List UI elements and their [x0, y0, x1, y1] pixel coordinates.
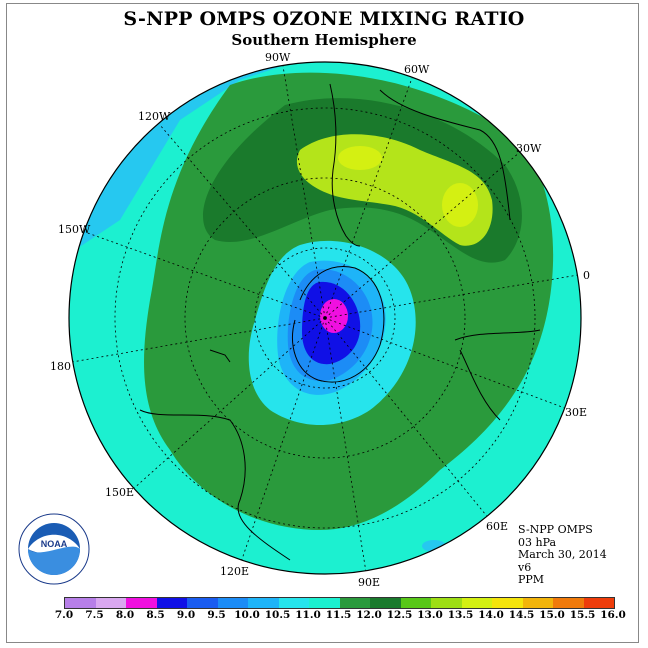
info-block: S-NPP OMPS 03 hPa March 30, 2014 v6 PPM	[518, 523, 607, 587]
logo-text: NOAA	[41, 539, 68, 549]
colorbar-tick-label: 9.5	[207, 609, 226, 621]
colorbar-tick-label: 11.0	[295, 609, 321, 621]
label-60e: 60E	[486, 520, 508, 533]
meridian-60e	[324, 317, 491, 521]
colorbar-swatch	[187, 598, 218, 608]
colorbar-tick-label: 16.0	[600, 609, 626, 621]
colorbar-swatch	[278, 598, 309, 608]
colorbar-swatch	[400, 598, 431, 608]
colorbar-tick-label: 7.0	[54, 609, 74, 621]
colorbar-ticks: 7.0 7.5 8.0 8.5 9.0 9.5 10.0 10.5 11.0 11.5 12.0 12…	[50, 609, 626, 623]
latitude-circle-inner	[254, 247, 396, 389]
africa-coast	[454, 329, 541, 421]
colorbar-tick-label: 8.5	[146, 609, 165, 621]
label-180: 180	[50, 360, 71, 373]
colorbar-swatch	[431, 598, 462, 608]
south-america-east-coast	[379, 89, 511, 221]
map-subtitle: Southern Hemisphere	[231, 31, 417, 49]
antarctica-coast	[292, 266, 385, 383]
colorbar-tick-label: 9.0	[176, 609, 196, 621]
colorbar	[64, 597, 615, 609]
label-30w: 30W	[516, 142, 542, 155]
label-150e: 150E	[105, 486, 134, 499]
colorbar-swatch	[126, 598, 157, 608]
meridian-150e	[131, 317, 326, 491]
colorbar-tick-label: 13.0	[417, 609, 443, 621]
meridian-120w	[159, 124, 326, 319]
meridian-120e	[239, 317, 326, 566]
colorbar-tick-label: 15.5	[569, 609, 596, 621]
label-60w: 60W	[404, 63, 430, 76]
colorbar-swatch	[553, 598, 584, 608]
coastlines	[139, 83, 541, 561]
colorbar-swatch	[217, 598, 248, 608]
logo-wave	[28, 546, 80, 575]
colorbar-swatch	[461, 598, 492, 608]
colorbar-swatch	[248, 598, 279, 608]
label-150w: 150W	[58, 223, 91, 236]
label-120e: 120E	[220, 565, 249, 578]
new-zealand-coast	[209, 349, 231, 363]
label-120w: 120W	[138, 110, 171, 123]
meridian-30e	[324, 317, 571, 411]
colorbar-swatch	[370, 598, 401, 608]
colorbar-swatch	[522, 598, 553, 608]
colorbar-tick-label: 13.5	[447, 609, 474, 621]
colorbar-tick-label: 12.0	[356, 609, 382, 621]
colorbar-tick-label: 8.0	[115, 609, 135, 621]
colorbar-swatch	[492, 598, 523, 608]
info-instrument: S-NPP OMPS	[518, 523, 593, 536]
colorbar-swatch	[583, 598, 614, 608]
info-units: PPM	[518, 573, 545, 586]
colorbar-tick-label: 10.0	[234, 609, 260, 621]
colorbar-swatch	[65, 598, 96, 608]
label-30e: 30E	[565, 406, 587, 419]
colorbar-tick-label: 14.5	[508, 609, 535, 621]
colorbar-tick-label: 11.5	[325, 609, 352, 621]
south-america-coast	[329, 83, 361, 247]
colorbar-tick-label: 12.5	[386, 609, 413, 621]
latitude-circle-mid	[184, 177, 466, 459]
australia-coast	[139, 409, 291, 561]
latitude-circle-outer	[114, 107, 536, 529]
map-boundary	[68, 61, 582, 575]
label-0: 0	[583, 269, 590, 282]
noaa-logo: NOAA	[18, 513, 90, 585]
colorbar-swatch	[309, 598, 340, 608]
map-title: S-NPP OMPS OZONE MIXING RATIO	[123, 8, 525, 30]
colorbar-swatch	[156, 598, 187, 608]
graticule	[71, 65, 579, 573]
label-90w: 90W	[265, 51, 291, 64]
colorbar-swatch	[339, 598, 370, 608]
colorbar-swatch	[95, 598, 126, 608]
colorbar-tick-label: 10.5	[264, 609, 291, 621]
colorbar-tick-label: 14.0	[478, 609, 504, 621]
label-90e: 90E	[358, 576, 380, 589]
field-yellow-core-1	[338, 146, 382, 170]
field-magenta-core	[320, 299, 348, 333]
info-version: v6	[518, 560, 532, 574]
field-yellow-core-2	[442, 183, 478, 227]
info-level: 03 hPa	[518, 535, 557, 549]
info-date: March 30, 2014	[518, 548, 607, 561]
map-frame	[6, 3, 639, 643]
colorbar-tick-label: 15.0	[539, 609, 565, 621]
meridian-150w	[81, 230, 326, 319]
meridian-labels: 90W 60W 120W 30W 150W 0 180 30E 150E 60E…	[50, 51, 590, 589]
colorbar-tick-label: 7.5	[85, 609, 104, 621]
